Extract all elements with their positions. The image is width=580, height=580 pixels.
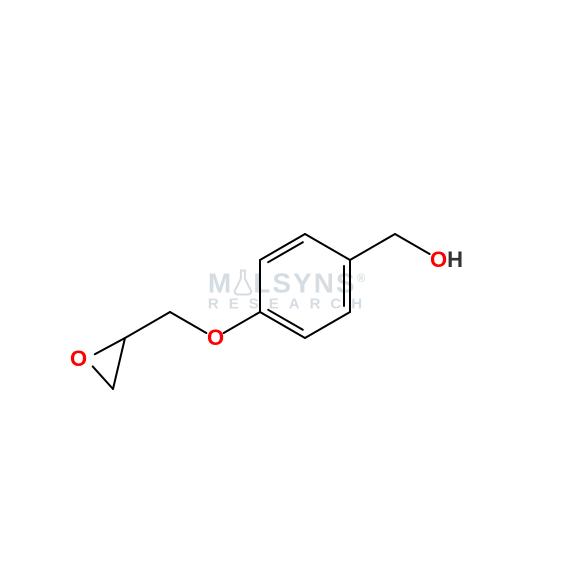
atom-label: OH: [430, 249, 463, 271]
atom-label: O: [70, 348, 87, 370]
molecule-diagram: [0, 0, 580, 580]
atom-label: O: [207, 327, 224, 349]
